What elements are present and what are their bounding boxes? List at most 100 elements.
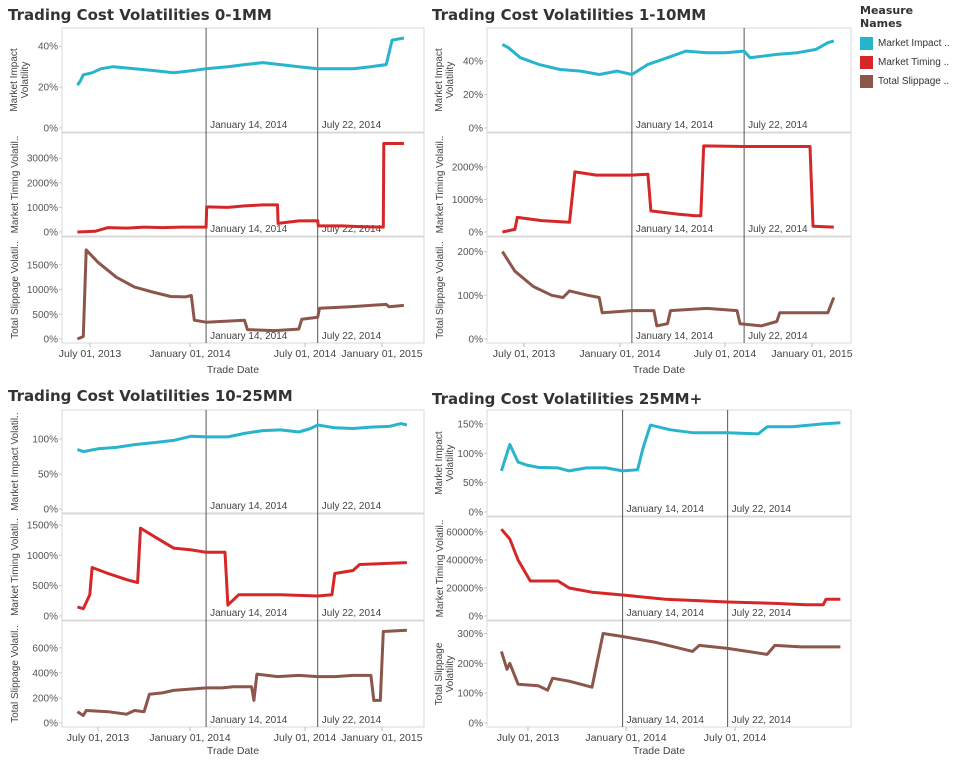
series-line-market-timing[interactable] — [502, 144, 834, 234]
reference-line-label: July 22, 2014 — [732, 504, 792, 515]
y-tick-label: 40% — [463, 57, 483, 68]
y-tick-label: 1000% — [27, 203, 58, 214]
y-tick-label: 100% — [457, 291, 483, 302]
series-line-market-impact[interactable] — [499, 421, 841, 473]
panel-frame — [486, 409, 852, 517]
y-tick-label: 200% — [32, 693, 58, 704]
y-tick-label: 2000% — [452, 163, 483, 174]
chart-0: January 14, 2014 January 14, 2014 January … — [9, 27, 425, 376]
y-axis-label: Total Slippage Volatil.. — [435, 241, 446, 339]
y-axis-label: Market Timing Volatil.. — [10, 136, 21, 234]
x-tick-label: July 01, 2013 — [67, 732, 130, 744]
reference-line-label: January 14, 2014 — [627, 715, 705, 726]
y-axis-label: Market Timing Volatil.. — [435, 136, 446, 234]
y-tick-label: 0% — [44, 612, 59, 623]
reference-line-label: July 22, 2014 — [732, 608, 792, 619]
reference-line-label: July 22, 2014 — [322, 224, 382, 235]
y-tick-label: 3000% — [27, 154, 58, 165]
series-line-total-slippage[interactable] — [76, 628, 407, 717]
legend-label-market-timing: Market Timing .. — [878, 57, 950, 68]
x-axis-label: Trade Date — [633, 745, 685, 757]
y-tick-label: 0% — [44, 719, 59, 730]
y-tick-label: 100% — [457, 449, 483, 460]
y-axis-label: Market Timing Volatil.. — [10, 518, 21, 616]
chart-title-1-10mm: Trading Cost Volatilities 1-10MM — [432, 6, 707, 24]
panel-frame — [486, 132, 852, 237]
y-tick-label: 0% — [469, 228, 484, 239]
panel-frame — [486, 516, 852, 621]
series-line-market-impact[interactable] — [501, 39, 835, 76]
x-tick-label: July 01, 2014 — [694, 348, 757, 360]
y-tick-label: 1000% — [27, 551, 58, 562]
y-tick-label: 20% — [38, 83, 58, 94]
y-tick-label: 200% — [457, 659, 483, 670]
reference-line-label: January 14, 2014 — [210, 331, 288, 342]
reference-line-label: July 22, 2014 — [748, 120, 808, 131]
y-tick-label: 0% — [469, 719, 484, 730]
chart-title-0-1mm: Trading Cost Volatilities 0-1MM — [8, 6, 272, 24]
series-line-market-impact[interactable] — [76, 36, 405, 86]
legend-swatch-market-timing — [860, 56, 873, 69]
series-line-market-timing[interactable] — [77, 142, 404, 234]
reference-line-label: January 14, 2014 — [210, 120, 288, 131]
panel-frame — [61, 236, 425, 344]
chart-3: January 14, 2014 January 14, 2014 January … — [434, 409, 852, 757]
y-axis-label: Market ImpactVolatility — [434, 48, 456, 112]
series-line-market-timing[interactable] — [76, 526, 407, 611]
reference-line-label: January 14, 2014 — [210, 715, 288, 726]
x-tick-label: January 01, 2014 — [149, 348, 230, 360]
y-axis-label: Market ImpactVolatility — [9, 48, 31, 112]
y-axis-label: Market Impact Volatil.. — [10, 412, 21, 510]
reference-line-label: July 22, 2014 — [322, 501, 382, 512]
y-tick-label: 1000% — [27, 285, 58, 296]
x-tick-label: July 01, 2014 — [274, 732, 337, 744]
y-tick-label: 200% — [457, 247, 483, 258]
reference-line-label: January 14, 2014 — [636, 224, 714, 235]
reference-line-label: January 14, 2014 — [210, 224, 288, 235]
series-line-total-slippage[interactable] — [499, 632, 841, 692]
panel-frame — [486, 236, 852, 344]
y-tick-label: 600% — [32, 643, 58, 654]
x-axis-label: Trade Date — [207, 364, 259, 376]
y-tick-label: 20% — [463, 90, 483, 101]
y-axis-label: Market ImpactVolatility — [434, 431, 456, 495]
series-line-total-slippage[interactable] — [76, 248, 405, 341]
series-line-market-impact[interactable] — [76, 422, 408, 454]
x-axis-label: Trade Date — [633, 364, 685, 376]
panel-frame — [61, 409, 425, 514]
y-tick-label: 40000% — [446, 556, 483, 567]
series-line-total-slippage[interactable] — [501, 250, 836, 328]
y-tick-label: 0% — [44, 228, 59, 239]
legend-item-total-slippage[interactable]: Total Slippage .. — [860, 72, 957, 91]
chart-title-25mm-plus: Trading Cost Volatilities 25MM+ — [432, 390, 703, 408]
legend-swatch-market-impact — [860, 37, 873, 50]
legend-item-market-impact[interactable]: Market Impact .. — [860, 34, 957, 53]
y-tick-label: 20000% — [446, 584, 483, 595]
y-tick-label: 0% — [469, 335, 484, 346]
chart-title-10-25mm: Trading Cost Volatilities 10-25MM — [8, 387, 293, 405]
series-line-market-timing[interactable] — [500, 528, 841, 607]
legend-item-market-timing[interactable]: Market Timing .. — [860, 53, 957, 72]
y-axis-label: Market Timing Volatil.. — [435, 520, 446, 618]
legend-swatch-total-slippage — [860, 75, 873, 88]
panel-frame — [61, 620, 425, 728]
x-tick-label: July 01, 2014 — [274, 348, 337, 360]
y-tick-label: 400% — [32, 668, 58, 679]
reference-line-label: January 14, 2014 — [627, 608, 705, 619]
y-tick-label: 1000% — [452, 195, 483, 206]
x-tick-label: January 01, 2015 — [771, 348, 852, 360]
legend-label-total-slippage: Total Slippage .. — [878, 76, 950, 87]
x-tick-label: July 01, 2013 — [497, 732, 560, 744]
x-tick-label: July 01, 2014 — [704, 732, 767, 744]
panel-frame — [486, 27, 852, 133]
reference-line-label: July 22, 2014 — [748, 331, 808, 342]
y-tick-label: 0% — [44, 335, 59, 346]
reference-line-label: January 14, 2014 — [636, 331, 714, 342]
panel-frame — [61, 513, 425, 621]
x-axis-label: Trade Date — [207, 745, 259, 757]
reference-line-label: July 22, 2014 — [748, 224, 808, 235]
y-axis-label: Total Slippage Volatil.. — [10, 241, 21, 339]
y-axis-label: Total SlippageVolatility — [434, 642, 456, 705]
y-tick-label: 0% — [469, 124, 484, 135]
chart-1: January 14, 2014 January 14, 2014 January … — [434, 27, 853, 376]
